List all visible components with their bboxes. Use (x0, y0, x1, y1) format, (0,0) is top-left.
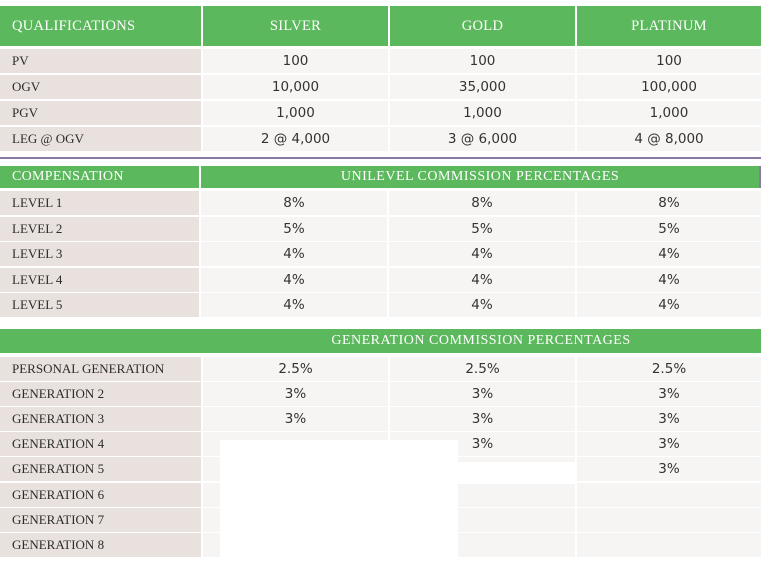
row-label: GENERATION 5 (0, 457, 201, 482)
table-row: LEG @ OGV 2 @ 4,000 3 @ 6,000 4 @ 8,000 (0, 127, 761, 151)
row-value: 3% (203, 382, 388, 407)
table-row: GENERATION 3 3% 3% 3% (0, 407, 761, 432)
row-value: 4% (389, 293, 575, 317)
row-value: 2.5% (577, 357, 761, 381)
table-row: LEVEL 2 5% 5% 5% (0, 216, 761, 241)
generation-title: GENERATION COMMISSION PERCENTAGES (331, 333, 631, 348)
row-value: 4% (577, 293, 761, 317)
table-row: LEVEL 3 4% 4% 4% (0, 242, 761, 266)
row-value: 100 (577, 49, 761, 73)
row-label: LEVEL 1 (0, 191, 199, 215)
header-cell-silver: SILVER (203, 6, 388, 46)
row-value (577, 532, 761, 557)
row-value: 100,000 (577, 75, 761, 99)
row-value: 4% (201, 267, 387, 292)
row-value: 4% (389, 267, 575, 292)
row-value: 35,000 (390, 75, 575, 99)
compensation-title: COMPENSATION (12, 169, 124, 184)
row-label: PGV (0, 101, 201, 125)
table-row: PERSONAL GENERATION 2.5% 2.5% 2.5% (0, 357, 761, 381)
qualifications-header-row: QUALIFICATIONS SILVER GOLD PLATINUM (0, 6, 761, 46)
table-row: GENERATION 2 3% 3% 3% (0, 382, 761, 407)
row-value: 1,000 (390, 101, 575, 125)
header-platinum: PLATINUM (631, 17, 707, 34)
row-value: 4% (201, 242, 387, 266)
row-label: GENERATION 7 (0, 507, 201, 532)
header-qualifications: QUALIFICATIONS (12, 17, 136, 34)
row-label: GENERATION 8 (0, 532, 201, 557)
row-value: 3% (577, 432, 761, 457)
row-value: 3 @ 6,000 (390, 127, 575, 151)
row-label: LEVEL 4 (0, 267, 199, 292)
row-value: 100 (390, 49, 575, 73)
row-value: 3% (390, 407, 575, 432)
row-label: OGV (0, 75, 201, 99)
row-value: 4% (577, 242, 761, 266)
table-row: LEVEL 4 4% 4% 4% (0, 267, 761, 292)
table-row: LEVEL 1 8% 8% 8% (0, 191, 761, 215)
row-value: 8% (389, 191, 575, 215)
row-value: 3% (577, 382, 761, 407)
row-value: 5% (201, 216, 387, 241)
section-divider (0, 157, 761, 159)
row-label: PERSONAL GENERATION (0, 357, 201, 381)
row-value: 8% (577, 191, 761, 215)
row-value: 4 @ 8,000 (577, 127, 761, 151)
table-row: LEVEL 5 4% 4% 4% (0, 293, 761, 317)
row-value: 2.5% (390, 357, 575, 381)
row-value: 3% (203, 407, 388, 432)
header-gold: GOLD (461, 17, 504, 34)
row-value: 4% (201, 293, 387, 317)
row-value: 2.5% (203, 357, 388, 381)
row-value: 3% (390, 382, 575, 407)
row-value: 10,000 (203, 75, 388, 99)
row-value: 1,000 (203, 101, 388, 125)
row-value: 5% (577, 216, 761, 241)
header-edge (759, 166, 761, 188)
row-value: 100 (203, 49, 388, 73)
row-value: 4% (577, 267, 761, 292)
table-row: OGV 10,000 35,000 100,000 (0, 75, 761, 99)
row-value: 3% (577, 407, 761, 432)
row-value: 3% (577, 457, 761, 482)
row-label: LEVEL 3 (0, 242, 199, 266)
row-value (577, 507, 761, 532)
row-label: LEG @ OGV (0, 127, 201, 151)
unilevel-title: UNILEVEL COMMISSION PERCENTAGES (340, 169, 620, 184)
table-row: PV 100 100 100 (0, 49, 761, 73)
row-label: GENERATION 6 (0, 482, 201, 507)
row-label: GENERATION 2 (0, 382, 201, 407)
header-cell-qualifications: QUALIFICATIONS (0, 6, 201, 46)
header-silver: SILVER (269, 17, 322, 34)
compensation-header-right: UNILEVEL COMMISSION PERCENTAGES (201, 166, 759, 188)
header-cell-platinum: PLATINUM (577, 6, 761, 46)
row-label: LEVEL 5 (0, 293, 199, 317)
row-label: GENERATION 3 (0, 407, 201, 432)
row-label: LEVEL 2 (0, 216, 199, 241)
generation-header: GENERATION COMMISSION PERCENTAGES (0, 329, 761, 353)
row-value (577, 482, 761, 507)
header-cell-gold: GOLD (390, 6, 575, 46)
row-label: GENERATION 4 (0, 432, 201, 457)
row-label: PV (0, 49, 201, 73)
table-row: PGV 1,000 1,000 1,000 (0, 101, 761, 125)
blank-area-gold (458, 462, 576, 484)
blank-area-silver (220, 440, 458, 563)
row-value: 4% (389, 242, 575, 266)
compensation-header-left: COMPENSATION (0, 166, 199, 188)
row-value: 2 @ 4,000 (203, 127, 388, 151)
row-value: 8% (201, 191, 387, 215)
row-value: 5% (389, 216, 575, 241)
row-value: 1,000 (577, 101, 761, 125)
